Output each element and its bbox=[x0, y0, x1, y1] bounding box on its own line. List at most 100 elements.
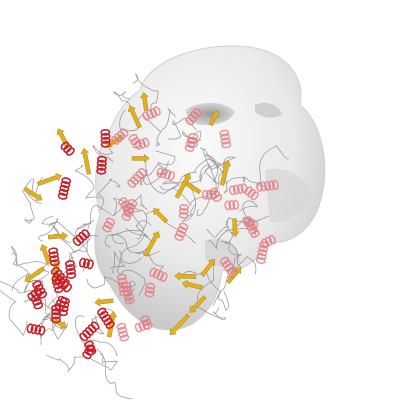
alpha-helix-turn bbox=[260, 181, 267, 192]
alpha-helix-turn bbox=[222, 259, 232, 269]
coil-segment bbox=[132, 73, 159, 119]
coil-segment bbox=[111, 228, 144, 244]
alpha-helix-turn bbox=[144, 286, 155, 294]
alpha-helix-turn bbox=[160, 272, 168, 282]
alpha-helix-turn bbox=[250, 230, 260, 238]
coil-segment bbox=[124, 280, 136, 303]
coil-segment bbox=[191, 305, 227, 321]
beta-strand bbox=[174, 172, 192, 199]
beta-strand bbox=[200, 258, 216, 278]
coil-segment bbox=[67, 235, 99, 264]
alpha-helix-turn bbox=[35, 287, 46, 296]
alpha-helix-turn bbox=[259, 241, 270, 249]
alpha-helix-turn bbox=[82, 258, 90, 269]
alpha-helix-turn bbox=[178, 211, 189, 219]
alpha-helix-turn bbox=[60, 181, 71, 189]
beta-strand bbox=[131, 153, 150, 163]
alpha-helix-turn bbox=[34, 324, 42, 335]
coil-segment bbox=[10, 245, 30, 278]
alpha-helix-turn bbox=[124, 207, 134, 216]
alpha-helix-turn bbox=[146, 109, 154, 120]
alpha-helix-turn bbox=[258, 245, 269, 253]
alpha-helix-turn bbox=[188, 136, 199, 144]
coil-segment bbox=[112, 200, 148, 230]
alpha-helix-turn bbox=[59, 184, 70, 193]
beta-strand bbox=[37, 172, 63, 187]
alpha-helix-turn bbox=[188, 132, 199, 140]
alpha-helix-turn bbox=[75, 234, 85, 244]
beta-strand bbox=[181, 279, 203, 290]
alpha-helix-turn bbox=[30, 294, 41, 302]
alpha-helix-turn bbox=[50, 266, 60, 275]
alpha-helix-turn bbox=[140, 315, 150, 323]
alpha-helix-turn bbox=[65, 268, 76, 275]
alpha-helix-turn bbox=[64, 260, 75, 268]
alpha-helix-turn bbox=[51, 312, 62, 320]
coil-segment bbox=[112, 91, 133, 116]
beta-strand bbox=[230, 218, 240, 238]
alpha-helix-turn bbox=[103, 317, 113, 326]
alpha-helix-turn bbox=[242, 216, 252, 225]
alpha-helix-turn bbox=[63, 144, 72, 153]
alpha-helix-turn bbox=[149, 108, 158, 118]
alpha-helix-turn bbox=[152, 269, 161, 279]
alpha-helix-turn bbox=[264, 180, 271, 191]
alpha-helix-turn bbox=[96, 159, 107, 167]
alpha-helix-turn bbox=[246, 223, 256, 232]
alpha-helix-turn bbox=[236, 184, 244, 194]
alpha-helix-turn bbox=[132, 173, 142, 183]
alpha-helix-turn bbox=[178, 207, 189, 215]
alpha-helix-turn bbox=[65, 264, 76, 272]
coil-segment bbox=[46, 354, 83, 373]
alpha-helix-turn bbox=[60, 141, 70, 151]
alpha-helix-turn bbox=[160, 168, 168, 179]
alpha-helix-turn bbox=[97, 155, 108, 163]
alpha-helix-turn bbox=[187, 114, 197, 123]
alpha-helix-turn bbox=[51, 304, 62, 312]
coil-segment bbox=[204, 154, 229, 194]
alpha-helix-turn bbox=[134, 140, 143, 150]
alpha-helix-turn bbox=[219, 256, 229, 265]
beta-strand bbox=[127, 105, 142, 129]
alpha-helix-turn bbox=[174, 233, 184, 242]
coil-segment bbox=[86, 276, 124, 289]
alpha-helix-turn bbox=[164, 169, 172, 180]
alpha-helix-turn bbox=[127, 198, 138, 207]
alpha-helix-turn bbox=[122, 203, 132, 212]
alpha-helix-turn bbox=[66, 272, 77, 279]
beta-strand bbox=[56, 128, 71, 150]
coil-segment bbox=[206, 217, 250, 238]
alpha-helix-turn bbox=[128, 133, 138, 142]
coil-segment bbox=[92, 139, 114, 163]
coil-segment bbox=[90, 198, 131, 224]
coil-segment bbox=[181, 186, 197, 222]
alpha-helix-turn bbox=[142, 137, 150, 148]
beta-strand bbox=[174, 271, 197, 281]
alpha-helix-turn bbox=[135, 170, 145, 180]
alpha-helix-turn bbox=[156, 270, 164, 281]
alpha-helix-turn bbox=[33, 302, 44, 310]
alpha-helix-turn bbox=[124, 297, 135, 305]
alpha-helix-turn bbox=[240, 183, 248, 194]
alpha-helix-turn bbox=[248, 226, 258, 235]
alpha-helix-turn bbox=[78, 231, 88, 241]
alpha-helix-turn bbox=[56, 299, 66, 308]
beta-strand bbox=[140, 91, 149, 111]
alpha-helix-turn bbox=[141, 318, 152, 327]
alpha-helix-turn bbox=[153, 106, 161, 116]
alpha-helix-turn bbox=[127, 179, 136, 188]
alpha-helix-turn bbox=[119, 334, 130, 342]
alpha-helix-turn bbox=[142, 111, 150, 121]
alpha-helix-turn bbox=[100, 136, 111, 144]
coil-segment bbox=[96, 348, 133, 400]
alpha-helix-turn bbox=[268, 234, 277, 245]
alpha-helix-turn bbox=[100, 128, 111, 136]
alpha-helix-turn bbox=[38, 325, 46, 336]
alpha-helix-turn bbox=[268, 180, 275, 191]
alpha-helix-turn bbox=[271, 179, 279, 190]
alpha-helix-turn bbox=[117, 130, 126, 140]
coil-segment bbox=[91, 308, 116, 335]
coil-segment bbox=[141, 150, 176, 179]
alpha-helix-turn bbox=[123, 289, 133, 297]
